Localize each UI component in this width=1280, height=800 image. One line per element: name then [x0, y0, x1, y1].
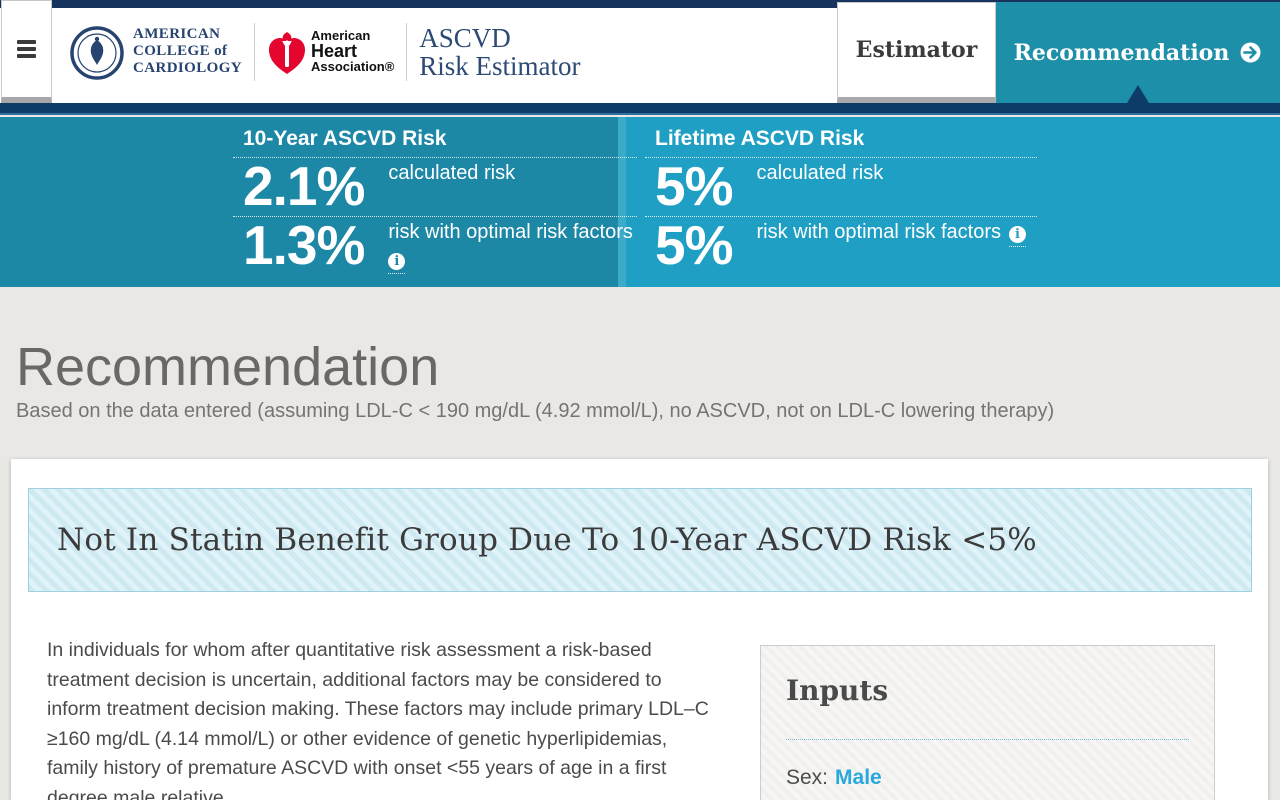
header-bottom-strip	[0, 103, 1280, 115]
inputs-panel: Inputs Sex: Male	[760, 645, 1215, 800]
logo-group: AMERICAN COLLEGE of CARDIOLOGY American …	[70, 0, 581, 103]
aha-line: Association®	[311, 59, 395, 74]
dotted-divider	[645, 157, 1037, 158]
ten-year-optimal-row: 1.3% risk with optimal risk factors i	[233, 217, 637, 278]
ten-year-optimal-label: risk with optimal risk factors	[388, 221, 633, 243]
sex-value: Male	[835, 766, 882, 789]
ten-year-optimal-value: 1.3%	[243, 214, 365, 276]
app-title: ASCVD Risk Estimator	[419, 24, 580, 80]
aha-heart-logo	[269, 31, 306, 74]
aha-logo-text: American Heart Association®	[311, 29, 394, 74]
acc-line: CARDIOLOGY	[133, 60, 243, 76]
sex-label: Sex:	[786, 766, 829, 789]
aha-line: American	[311, 28, 371, 43]
info-icon: i	[1009, 226, 1026, 243]
lifetime-risk-panel: Lifetime ASCVD Risk 5% calculated risk 5…	[645, 127, 1037, 275]
lifetime-calculated-label: calculated risk	[756, 162, 884, 184]
app-title-line: Risk Estimator	[419, 50, 581, 81]
dotted-divider	[233, 216, 637, 217]
lifetime-optimal-row: 5% risk with optimal risk factors i	[645, 217, 1037, 275]
risk-summary-banner: 10-Year ASCVD Risk 2.1% calculated risk …	[0, 117, 1280, 287]
recommendation-card: Not In Statin Benefit Group Due To 10-Ye…	[11, 459, 1268, 800]
ten-year-calculated-row: 2.1% calculated risk	[233, 158, 637, 216]
ten-year-risk-panel: 10-Year ASCVD Risk 2.1% calculated risk …	[233, 127, 637, 278]
ten-year-calculated-value: 2.1%	[243, 155, 365, 217]
tab-estimator-label: Estimator	[855, 37, 978, 63]
lifetime-optimal-value: 5%	[655, 214, 733, 276]
dotted-divider	[233, 157, 637, 158]
hamburger-icon	[17, 37, 36, 62]
recommendation-body-text: In individuals for whom after quantitati…	[47, 639, 709, 800]
lifetime-risk-title: Lifetime ASCVD Risk	[655, 127, 865, 150]
page-subtitle: Based on the data entered (assuming LDL-…	[16, 400, 1055, 422]
tab-recommendation-label: Recommendation	[1013, 39, 1230, 66]
dotted-divider	[645, 216, 1037, 217]
inputs-panel-title: Inputs	[786, 674, 889, 707]
statin-group-banner-title: Not In Statin Benefit Group Due To 10-Ye…	[57, 522, 1037, 558]
ten-year-calculated-label: calculated risk	[388, 162, 516, 184]
aha-line: Heart	[311, 41, 358, 61]
page-title: Recommendation	[16, 337, 440, 397]
optimal-risk-info-tooltip[interactable]: i	[388, 247, 406, 274]
acc-line: AMERICAN	[133, 26, 221, 42]
arrow-right-circle-icon	[1239, 41, 1262, 64]
active-tab-pointer	[1127, 85, 1149, 103]
inputs-dotted-divider	[786, 739, 1189, 740]
input-sex-row: Sex: Male	[786, 766, 1189, 790]
acc-seal-logo	[70, 25, 124, 80]
logo-divider	[254, 22, 256, 81]
ten-year-panel-background	[0, 117, 626, 287]
lifetime-calculated-row: 5% calculated risk	[645, 158, 1037, 216]
ten-year-risk-title: 10-Year ASCVD Risk	[243, 127, 447, 150]
menu-button[interactable]	[1, 0, 52, 103]
tab-estimator[interactable]: Estimator	[837, 2, 996, 103]
acc-logo-text: AMERICAN COLLEGE of CARDIOLOGY	[133, 26, 242, 77]
logo-divider	[406, 22, 408, 81]
top-navy-strip	[0, 0, 1280, 8]
info-icon: i	[388, 253, 406, 270]
acc-line: COLLEGE of	[133, 43, 228, 59]
lifetime-optimal-label: risk with optimal risk factors	[756, 221, 1002, 243]
lifetime-calculated-value: 5%	[655, 155, 733, 217]
statin-group-banner: Not In Statin Benefit Group Due To 10-Ye…	[28, 488, 1252, 592]
app-title-line: ASCVD	[419, 22, 511, 53]
header: AMERICAN COLLEGE of CARDIOLOGY American …	[0, 0, 1280, 103]
optimal-risk-info-tooltip[interactable]: i	[1009, 220, 1026, 247]
